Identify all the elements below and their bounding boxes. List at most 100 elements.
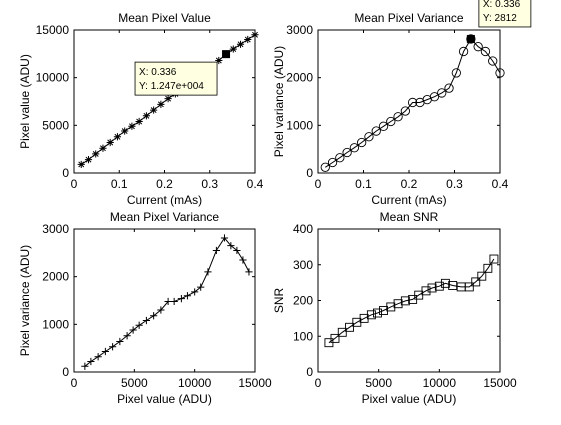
data-point [157,306,165,314]
datatip-x: X: 0.336 [139,67,177,78]
x-tick-label: 5000 [365,376,392,390]
data-point [177,294,185,303]
y-tick-label: 0 [62,166,69,180]
y-tick-label: 10000 [36,71,70,85]
data-point [345,322,354,332]
data-point [393,112,403,122]
data-point [400,106,411,116]
x-tick-label: 0 [315,376,322,390]
data-point [129,326,137,334]
data-point [448,281,458,290]
y-tick-label: 5000 [42,118,69,132]
subplot-mean-pixel-value: Mean Pixel Value Current (mAs) Pixel val… [18,11,264,207]
data-point [458,46,469,57]
data-point [473,42,483,52]
data-point [106,138,114,147]
x-tick-label: 15000 [238,376,272,390]
x-axis-label: Pixel value (ADU) [362,392,457,406]
x-tick-label: 15000 [483,376,517,390]
data-point [386,116,396,127]
data-point [371,126,381,136]
data-point [150,106,158,114]
x-tick-label: 0.1 [111,177,128,191]
data-point [135,321,143,329]
x-tick-label: 10000 [423,376,457,390]
y-tick-label: 0 [306,166,313,180]
data-point [164,95,172,103]
data-point [183,292,192,300]
y-tick-label: 2000 [286,71,313,85]
y-tick-label: 300 [293,258,313,272]
data-point [229,45,237,53]
data-point [480,46,491,57]
data-point [330,333,340,343]
data-point [386,302,396,312]
data-point [109,343,117,351]
x-tick-label: 0.2 [156,177,173,191]
y-axis-label: Pixel variance (ADU) [18,245,32,356]
data-point [245,268,253,276]
data-point [427,283,437,293]
data-point [77,160,85,169]
data-point [113,133,122,141]
datatip-x: X: 0.336 [483,0,521,10]
data-point [170,297,178,306]
data-point [421,286,431,296]
x-tick-label: 10000 [178,376,212,390]
x-tick-label: 0.3 [446,177,463,191]
x-tick-label: 0 [71,376,78,390]
x-tick-label: 0.4 [247,177,264,191]
x-tick-label: 0.2 [401,177,418,191]
x-axis-label: Current (mAs) [127,193,202,207]
x-tick-label: 0.1 [355,177,372,191]
data-point [320,162,330,172]
x-tick-label: 0.3 [201,177,218,191]
data-point [101,347,109,356]
data-point [94,353,102,361]
data-point [84,156,93,164]
data-point [244,35,252,44]
y-tick-label: 2000 [42,270,69,284]
data-point [477,271,487,281]
y-tick-label: 0 [62,365,69,379]
series-line [328,258,495,344]
datatip-box [134,61,218,96]
data-point [150,312,158,320]
data-point [197,283,205,291]
datatip-y: Y: 2812 [483,13,517,24]
y-axis-label: SNR [272,288,286,314]
y-tick-label: 3000 [42,222,69,236]
x-tick-label: 0 [315,177,322,191]
x-tick-label: 0 [71,177,78,191]
data-point [488,56,498,66]
data-point [495,68,505,78]
data-point [440,278,450,288]
data-point [393,299,403,309]
y-tick-label: 3000 [286,23,313,37]
data-point [81,362,89,370]
data-point [239,256,247,264]
data-point [142,316,150,325]
y-tick-label: 0 [306,365,313,379]
data-point [212,246,220,255]
data-point [157,100,165,108]
data-point [220,234,229,242]
x-tick-label: 5000 [121,376,148,390]
data-point [373,308,382,318]
data-point [335,153,345,163]
data-point [215,56,223,65]
x-tick-label: 0.4 [492,177,509,191]
data-point [164,297,172,306]
data-point [464,282,474,292]
data-point [236,40,245,48]
data-point [251,31,259,39]
data-point [429,92,440,102]
data-point [337,327,347,337]
datatip-y: Y: 1.247e+004 [139,81,204,92]
datatip-box [478,0,532,28]
y-tick-label: 15000 [36,23,70,37]
y-tick-label: 100 [293,329,313,343]
y-axis-label: Pixel variance (ADU) [272,46,286,157]
